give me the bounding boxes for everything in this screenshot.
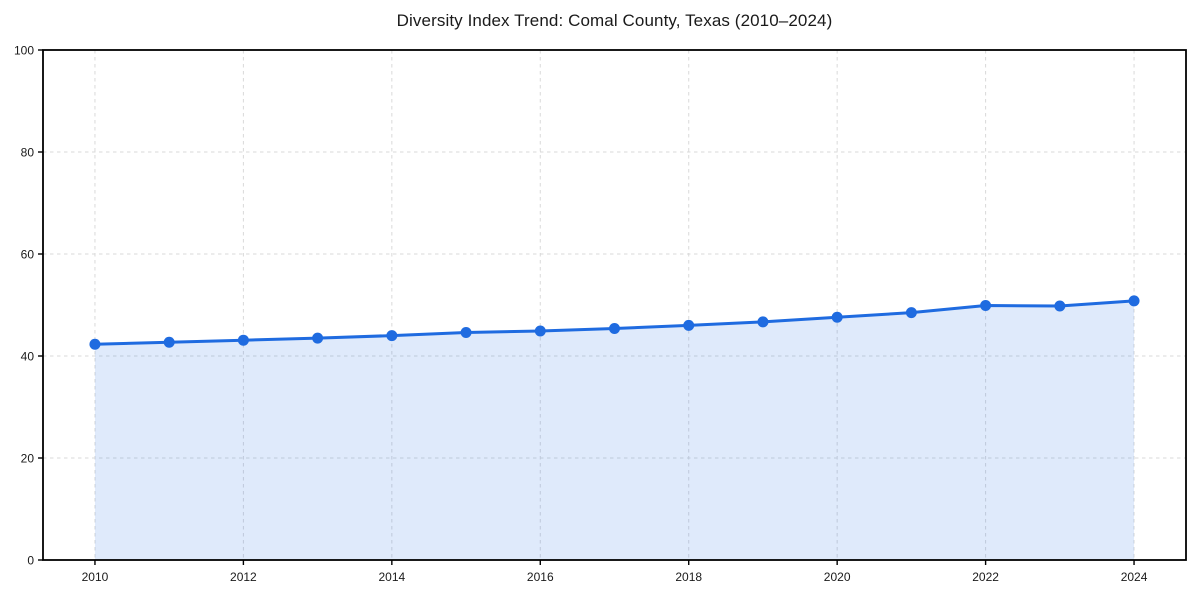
data-point-marker: [89, 338, 101, 350]
data-point-marker: [831, 311, 843, 323]
data-point-marker: [609, 322, 620, 334]
y-axis-tick-label: 40: [21, 350, 35, 364]
data-point-marker: [905, 307, 917, 319]
x-axis-tick-label: 2024: [1121, 570, 1148, 584]
data-point-marker: [386, 330, 398, 342]
x-axis-tick-label: 2018: [675, 570, 702, 584]
x-axis-tick-label: 2010: [82, 570, 109, 584]
x-axis-tick-label: 2016: [527, 570, 554, 584]
x-axis-tick-label: 2014: [378, 570, 405, 584]
data-point-marker: [312, 332, 324, 344]
data-point-marker: [163, 336, 175, 348]
data-point-marker: [980, 300, 992, 312]
data-point-marker: [757, 316, 769, 328]
y-axis-tick-label: 100: [14, 44, 34, 58]
y-axis-tick-label: 80: [21, 146, 35, 160]
chart-title: Diversity Index Trend: Comal County, Tex…: [396, 11, 833, 30]
y-axis-tick-label: 0: [27, 554, 34, 568]
data-point-marker: [1054, 300, 1066, 312]
y-axis-tick-label: 60: [21, 248, 35, 262]
data-point-marker: [237, 334, 249, 346]
y-axis-tick-label: 20: [21, 452, 35, 466]
series-area-fill: [94, 300, 1135, 560]
axis-border: [42, 49, 1187, 561]
data-point-marker: [534, 325, 546, 337]
data-point-marker: [1128, 295, 1140, 307]
x-axis-tick-label: 2012: [230, 570, 257, 584]
data-point-marker: [460, 327, 472, 339]
data-point-marker: [683, 319, 695, 331]
x-axis-tick-label: 2020: [824, 570, 851, 584]
x-axis-tick-label: 2022: [972, 570, 999, 584]
